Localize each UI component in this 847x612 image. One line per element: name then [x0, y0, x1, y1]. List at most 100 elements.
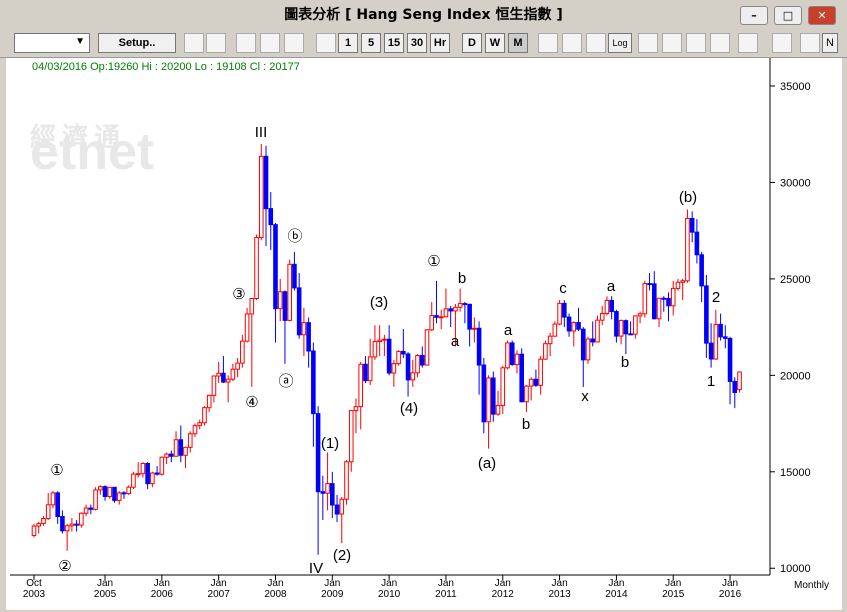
- candle-body: [599, 312, 605, 321]
- zoom-out[interactable]: [206, 33, 226, 53]
- candle-body: [486, 377, 491, 423]
- candle-body: [552, 323, 558, 337]
- tool[interactable]: [710, 33, 730, 53]
- x-tick-label: Jan 2014: [605, 578, 628, 600]
- candle-body: [647, 283, 652, 286]
- tool[interactable]: [284, 33, 304, 53]
- close-button[interactable]: ✕: [808, 6, 836, 25]
- candle-body: [116, 492, 122, 501]
- period-button[interactable]: 30: [407, 33, 427, 53]
- candle-body: [448, 308, 453, 312]
- tool[interactable]: [686, 33, 706, 53]
- candle-body: [637, 313, 643, 317]
- zoom-in[interactable]: [184, 33, 204, 53]
- candle-body: [363, 363, 368, 382]
- wave-label: c: [559, 280, 567, 297]
- toolbar: ▼ Setup.. 1 5 15 30 Hr D W M Log N: [0, 29, 847, 58]
- candle-body: [306, 322, 311, 352]
- query[interactable]: [800, 33, 820, 53]
- x-tick-label: Jan 2006: [150, 578, 173, 600]
- candle-body: [102, 486, 108, 497]
- candle-body: [519, 353, 525, 403]
- candle-body: [140, 463, 146, 475]
- period-button[interactable]: Hr: [430, 33, 450, 53]
- candle-body: [732, 380, 738, 393]
- candle-body: [386, 338, 392, 374]
- candle-body: [249, 297, 255, 315]
- candle-body: [571, 322, 577, 332]
- tool[interactable]: [260, 33, 280, 53]
- dropdown[interactable]: ▼: [14, 33, 90, 53]
- candle-body: [524, 385, 529, 403]
- setup-button[interactable]: Setup..: [98, 33, 176, 53]
- wave-label: x: [581, 388, 589, 405]
- candle-body: [187, 433, 193, 448]
- candle-body: [500, 367, 506, 407]
- tool[interactable]: [236, 33, 256, 53]
- log-button[interactable]: Log: [608, 33, 632, 53]
- candle-body: [405, 353, 411, 381]
- candle-body: [244, 313, 250, 342]
- x-tick-label: Jan 2010: [378, 578, 401, 600]
- period-button[interactable]: 1: [338, 33, 358, 53]
- candle-body: [36, 523, 42, 527]
- wave-label: (1): [321, 435, 339, 452]
- candle-body: [353, 406, 359, 412]
- tool[interactable]: [538, 33, 558, 53]
- candle-body: [415, 354, 420, 374]
- tool[interactable]: [638, 33, 658, 53]
- wave-label: b: [522, 416, 530, 433]
- period-button[interactable]: D: [462, 33, 482, 53]
- candle-body: [178, 439, 184, 456]
- maximize-button[interactable]: □: [774, 6, 802, 25]
- candle-body: [429, 315, 435, 331]
- candle-body: [112, 486, 117, 501]
- tool[interactable]: [662, 33, 682, 53]
- candle-body: [325, 483, 330, 494]
- candle-body: [382, 338, 387, 341]
- candle-body: [216, 372, 221, 377]
- candle-body: [685, 217, 690, 282]
- candle-body: [528, 378, 534, 387]
- candle-body: [206, 394, 212, 409]
- x-tick-label: Jan 2005: [93, 578, 117, 600]
- candle-body: [543, 343, 548, 360]
- candle-body: [557, 302, 562, 325]
- candle-body: [296, 287, 302, 336]
- period-button[interactable]: 5: [361, 33, 381, 53]
- candle-body: [675, 281, 681, 289]
- candle-body: [164, 453, 169, 458]
- candle-body: [348, 410, 354, 463]
- candle-body: [282, 291, 288, 321]
- candle-body: [391, 363, 397, 374]
- tool[interactable]: [586, 33, 606, 53]
- candle-body: [514, 353, 520, 366]
- tool[interactable]: [738, 33, 758, 53]
- candle-body: [202, 407, 207, 424]
- watermark: 經濟通: [30, 122, 126, 152]
- print[interactable]: [772, 33, 792, 53]
- wave-label: ①: [427, 253, 440, 270]
- candle-body: [154, 472, 160, 475]
- watermark: etnet: [30, 123, 154, 181]
- candle-body: [287, 263, 292, 321]
- x-tick-label: Jan 2007: [207, 578, 230, 600]
- x-tick-label: Jan 2013: [548, 578, 571, 600]
- candle-body: [301, 322, 307, 336]
- candle-body: [713, 323, 719, 360]
- wave-label: ③: [232, 286, 245, 303]
- period-button[interactable]: W: [485, 33, 505, 53]
- period-button[interactable]: 15: [384, 33, 404, 53]
- tool[interactable]: [562, 33, 582, 53]
- candle-body: [192, 425, 198, 435]
- n-button[interactable]: N: [822, 33, 838, 53]
- candle-body: [689, 217, 695, 233]
- period-button[interactable]: M: [508, 33, 528, 53]
- candle-body: [401, 350, 406, 355]
- minimize-button[interactable]: –: [740, 6, 768, 25]
- wave-label: (3): [370, 294, 388, 311]
- tool[interactable]: [316, 33, 336, 53]
- candle-body: [55, 492, 60, 518]
- candle-body: [509, 342, 515, 366]
- wave-label: ④: [245, 394, 258, 411]
